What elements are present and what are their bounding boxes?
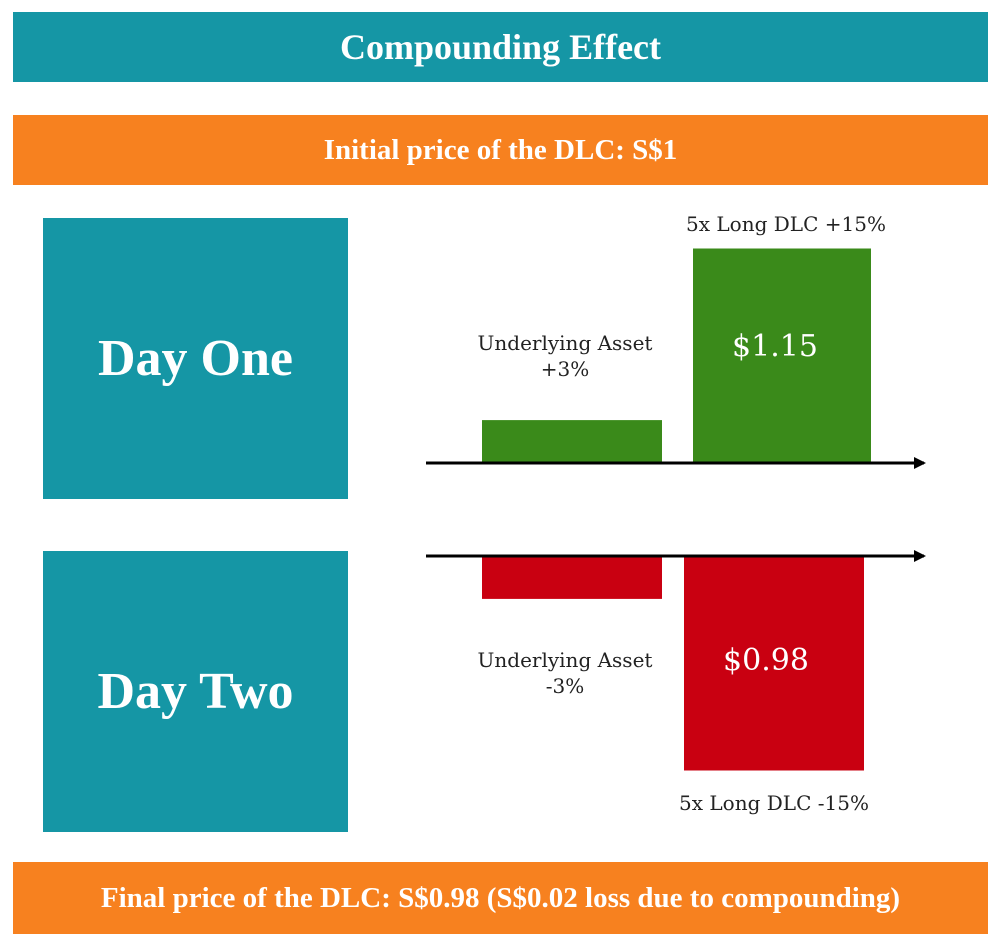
initial-price-banner: Initial price of the DLC: S$1 (13, 115, 988, 185)
title-banner: Compounding Effect (13, 12, 988, 82)
page-title: Compounding Effect (339, 27, 662, 67)
day-one-dlc-label: 5x Long DLC +15% (686, 212, 886, 236)
day-one-dlc-value: $1.15 (732, 329, 818, 364)
day-two-box: Day Two (43, 551, 348, 832)
day-two-underlying-label: Underlying Asset (478, 648, 653, 672)
day-two-dlc-label: 5x Long DLC -15% (679, 791, 869, 815)
day-two-dlc-value: $0.98 (723, 643, 809, 678)
day-two-underlying-bar (482, 556, 662, 599)
day-two-label: Day Two (97, 663, 294, 720)
day-one-underlying-bar (482, 420, 662, 463)
day-one-label: Day One (98, 330, 293, 387)
day-two-underlying-change: -3% (546, 674, 585, 698)
day-one-underlying-label: Underlying Asset (478, 331, 653, 355)
final-price-text: Final price of the DLC: S$0.98 (S$0.02 l… (100, 881, 901, 914)
day-one-box: Day One (43, 218, 348, 499)
final-price-banner: Final price of the DLC: S$0.98 (S$0.02 l… (13, 862, 988, 934)
day-two-dlc-bar (684, 556, 864, 771)
day-one-underlying-change: +3% (541, 357, 590, 381)
day-one-dlc-bar (693, 248, 871, 463)
initial-price-text: Initial price of the DLC: S$1 (323, 133, 678, 166)
